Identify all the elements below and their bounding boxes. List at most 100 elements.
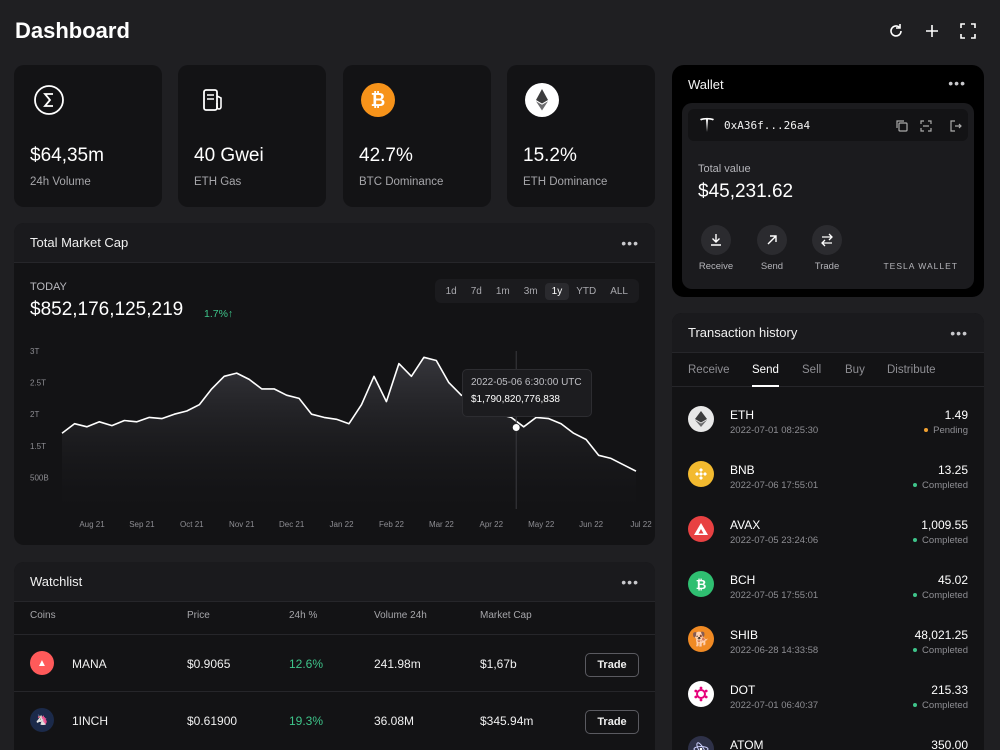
col-coins[interactable]: Coins	[30, 610, 56, 621]
receive-label: Receive	[698, 261, 734, 272]
coin-price: $0.9065	[187, 657, 231, 671]
x-tick-label: Jan 22	[330, 520, 355, 529]
tab-send[interactable]: Send	[752, 364, 779, 376]
stat-value: $64,35m	[30, 145, 104, 166]
tx-amount: 48,021.25	[914, 628, 968, 642]
tab-receive[interactable]: Receive	[688, 364, 730, 376]
shib-icon: 🐕	[688, 626, 714, 652]
tx-amount: 350.00	[931, 738, 968, 750]
sigma-icon	[30, 81, 68, 119]
bch-icon: ₿	[688, 571, 714, 597]
panel-title: Wallet	[688, 77, 724, 92]
col-volume[interactable]: Volume 24h	[374, 610, 427, 621]
scan-qr-icon[interactable]	[920, 119, 932, 137]
atom-icon	[688, 736, 714, 750]
panel-title: Watchlist	[30, 574, 83, 589]
refresh-icon[interactable]	[886, 21, 906, 41]
more-icon[interactable]: •••	[950, 324, 968, 341]
stat-card-gas: 40 Gwei ETH Gas	[178, 65, 326, 207]
market-cap-panel: Total Market Cap ••• TODAY $852,176,125,…	[14, 223, 655, 545]
fullscreen-icon[interactable]	[958, 21, 978, 41]
list-item[interactable]: BNB 2022-07-06 17:55:01 13.25 Completed	[672, 445, 984, 500]
tesla-logo-icon	[698, 116, 716, 139]
tx-status-text: Completed	[922, 480, 968, 491]
coin-volume: 241.98m	[374, 657, 421, 671]
table-row[interactable]: ▲ MANA $0.9065 12.6% 241.98m $1,67b Trad…	[14, 634, 655, 691]
tab-buy[interactable]: Buy	[845, 364, 865, 376]
tx-amount: 13.25	[937, 463, 968, 477]
tx-status-text: Completed	[922, 535, 968, 546]
range-3m[interactable]: 3m	[523, 285, 538, 297]
x-tick-label: Apr 22	[480, 520, 504, 529]
market-cap-value: $852,176,125,219	[30, 299, 184, 320]
stat-card-eth: 15.2% ETH Dominance	[507, 65, 655, 207]
trade-button[interactable]: Trade	[585, 653, 639, 677]
tab-distribute[interactable]: Distribute	[887, 364, 936, 376]
trade-button[interactable]: Trade	[585, 710, 639, 734]
range-1y[interactable]: 1y	[544, 282, 570, 300]
list-item[interactable]: ₿ BCH 2022-07-05 17:55:01 45.02 Complete…	[672, 555, 984, 610]
col-market-cap[interactable]: Market Cap	[480, 610, 532, 621]
copy-icon[interactable]	[896, 119, 908, 137]
list-item[interactable]: 🐕 SHIB 2022-06-28 14:33:58 48,021.25 Com…	[672, 610, 984, 665]
wallet-card: 0xA36f...26a4 Total value $45,231.62 Rec…	[682, 103, 974, 289]
tx-coin: DOT	[730, 683, 756, 697]
x-tick-label: Jul 22	[630, 520, 652, 529]
tx-amount: 1.49	[944, 408, 968, 422]
fuel-pump-icon	[194, 81, 232, 119]
list-item[interactable]: ATOM 350.00	[672, 720, 984, 750]
coin-name: 1INCH	[72, 714, 109, 728]
page-title: Dashboard	[15, 18, 130, 43]
arrow-up-right-icon[interactable]	[757, 225, 787, 255]
range-1d[interactable]: 1d	[445, 285, 457, 297]
col-change[interactable]: 24h %	[289, 610, 318, 621]
tab-sell[interactable]: Sell	[802, 364, 822, 376]
tx-status: Completed	[913, 700, 968, 711]
range-7d[interactable]: 7d	[470, 285, 482, 297]
more-icon[interactable]: •••	[621, 573, 639, 590]
tx-status: Completed	[913, 535, 968, 546]
range-ytd[interactable]: YTD	[576, 285, 597, 297]
watchlist-panel: Watchlist ••• Coins Price 24h % Volume 2…	[14, 562, 655, 750]
plus-icon[interactable]	[922, 21, 942, 41]
series-line	[61, 356, 637, 472]
range-1m[interactable]: 1m	[495, 285, 510, 297]
x-tick-label: Aug 21	[79, 520, 105, 529]
tx-coin: BNB	[730, 463, 755, 477]
bnb-icon	[688, 461, 714, 487]
logout-icon[interactable]	[950, 119, 962, 137]
more-icon[interactable]: •••	[621, 234, 639, 251]
svg-text:₿: ₿	[371, 90, 386, 110]
watchlist-header: Coins Price 24h % Volume 24h Market Cap	[14, 610, 655, 634]
coin-name: MANA	[72, 657, 107, 671]
download-icon[interactable]	[701, 225, 731, 255]
coin-change: 12.6%	[289, 657, 324, 671]
ethereum-icon	[523, 81, 561, 119]
series-area	[62, 357, 636, 509]
list-item[interactable]: ETH 2022-07-01 08:25:30 1.49 Pending	[672, 390, 984, 445]
range-all[interactable]: ALL	[610, 285, 628, 297]
send-action[interactable]: Send	[747, 225, 797, 272]
address-bar: 0xA36f...26a4	[688, 109, 968, 141]
tx-date: 2022-07-01 08:25:30	[730, 425, 819, 436]
total-label: Total value	[698, 163, 751, 175]
more-icon[interactable]: •••	[948, 75, 966, 91]
trade-action[interactable]: Trade	[802, 225, 852, 272]
swap-arrows-icon[interactable]	[812, 225, 842, 255]
col-price[interactable]: Price	[187, 610, 210, 621]
coin-cap: $1,67b	[480, 657, 517, 671]
stat-label: ETH Dominance	[523, 176, 608, 188]
stat-card-btc: ₿ 42.7% BTC Dominance	[343, 65, 491, 207]
list-item[interactable]: DOT 2022-07-01 06:40:37 215.33 Completed	[672, 665, 984, 720]
top-actions	[886, 21, 978, 41]
list-item[interactable]: AVAX 2022-07-05 23:24:06 1,009.55 Comple…	[672, 500, 984, 555]
y-tick-label: 500B	[30, 473, 49, 482]
coin-change: 19.3%	[289, 714, 324, 728]
x-tick-label: Oct 21	[180, 520, 204, 529]
tx-coin: ETH	[730, 408, 754, 422]
trade-label: Trade	[814, 261, 840, 272]
tx-status-text: Completed	[922, 645, 968, 656]
table-row[interactable]: 🦄 1INCH $0.61900 19.3% 36.08M $345.94m T…	[14, 691, 655, 748]
panel-title: Total Market Cap	[30, 235, 129, 250]
receive-action[interactable]: Receive	[691, 225, 741, 272]
